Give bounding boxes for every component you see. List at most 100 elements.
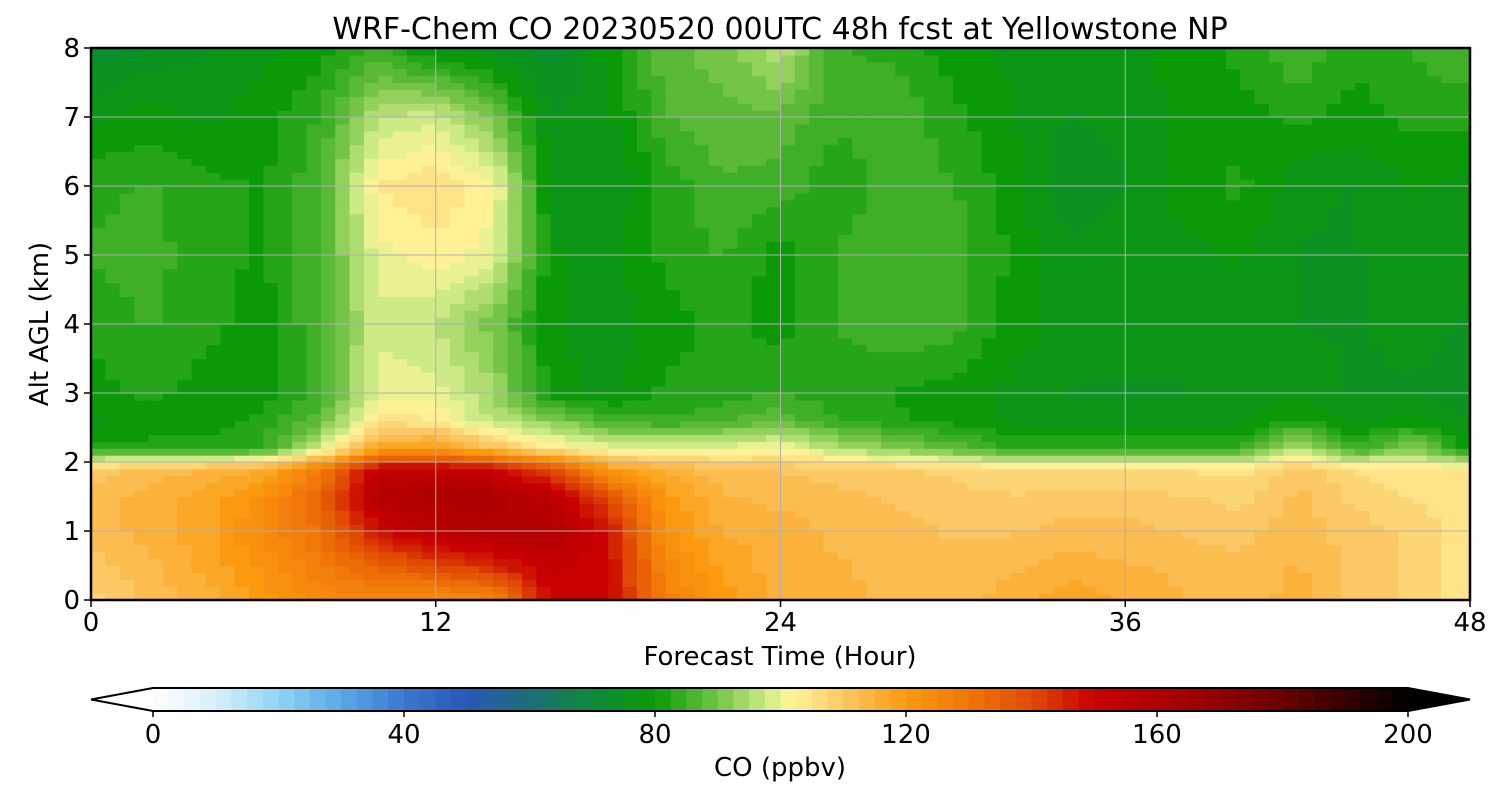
heatmap-cell <box>1340 358 1356 366</box>
heatmap-cell <box>91 593 106 600</box>
heatmap-cell <box>1024 586 1040 594</box>
heatmap-cell <box>967 386 983 394</box>
heatmap-cell <box>450 351 466 360</box>
heatmap-cell <box>924 413 940 422</box>
heatmap-cell <box>421 255 437 263</box>
heatmap-cell <box>335 503 351 511</box>
heatmap-cell <box>1168 248 1184 256</box>
heatmap-cell <box>407 241 422 249</box>
heatmap-cell <box>1110 241 1126 249</box>
heatmap-cell <box>205 317 221 325</box>
heatmap-cell <box>335 330 351 339</box>
heatmap-cell <box>924 579 940 587</box>
heatmap-cell <box>737 386 753 394</box>
heatmap-cell <box>205 310 221 318</box>
heatmap-cell <box>1168 372 1184 380</box>
heatmap-cell <box>579 337 595 346</box>
heatmap-cell <box>421 475 437 484</box>
heatmap-cell <box>995 517 1011 525</box>
heatmap-cell <box>622 344 638 353</box>
heatmap-cell <box>1082 344 1098 353</box>
heatmap-cell <box>363 496 379 504</box>
heatmap-cell <box>1197 268 1213 277</box>
heatmap-cell <box>679 482 695 491</box>
heatmap-cell <box>1024 503 1040 511</box>
heatmap-cell <box>1168 255 1184 263</box>
heatmap-cell <box>823 268 839 277</box>
heatmap-cell <box>1082 475 1098 484</box>
heatmap-cell <box>1125 586 1141 594</box>
heatmap-cell <box>938 317 954 325</box>
heatmap-cell <box>579 365 595 373</box>
heatmap-cell <box>938 489 954 498</box>
heatmap-cell <box>91 413 106 422</box>
heatmap-cell <box>306 427 322 435</box>
heatmap-cell <box>1067 268 1083 277</box>
heatmap-cell <box>1254 386 1270 394</box>
heatmap-cell <box>378 441 394 449</box>
heatmap-cell <box>1311 524 1327 532</box>
heatmap-cell <box>1211 296 1227 304</box>
heatmap-cell <box>378 386 394 394</box>
heatmap-cell <box>407 324 422 332</box>
heatmap-cell <box>1283 544 1299 553</box>
heatmap-cell <box>493 351 509 360</box>
heatmap-cell <box>1053 289 1069 297</box>
heatmap-cell <box>766 248 782 256</box>
heatmap-cell <box>335 551 351 560</box>
heatmap-cell <box>938 330 954 339</box>
heatmap-cell <box>1441 593 1457 600</box>
heatmap-cell <box>464 503 480 511</box>
heatmap-cell <box>823 248 839 256</box>
heatmap-cell <box>1398 572 1414 580</box>
heatmap-cell <box>1082 289 1098 297</box>
heatmap-cell <box>565 282 580 291</box>
heatmap-cell <box>1225 496 1241 504</box>
heatmap-cell <box>378 241 394 249</box>
heatmap-cell <box>809 524 825 532</box>
heatmap-cell <box>866 317 882 325</box>
heatmap-cell <box>924 386 940 394</box>
heatmap-cell <box>723 544 738 553</box>
heatmap-cell <box>751 261 767 270</box>
heatmap-cell <box>1139 303 1155 311</box>
heatmap-cell <box>493 510 509 518</box>
heatmap-cell <box>1082 489 1098 498</box>
heatmap-cell <box>1311 558 1327 567</box>
heatmap-cell <box>277 475 293 484</box>
heatmap-cell <box>205 517 221 525</box>
heatmap-cell <box>1024 324 1040 332</box>
heatmap-cell <box>679 524 695 532</box>
heatmap-cell <box>1225 455 1241 463</box>
heatmap-cell <box>335 241 351 249</box>
heatmap-cell <box>1153 358 1169 366</box>
heatmap-cell <box>249 330 264 339</box>
heatmap-cell <box>1197 275 1213 284</box>
heatmap-cell <box>1355 579 1371 587</box>
heatmap-cell <box>1441 441 1457 449</box>
heatmap-cell <box>981 517 997 525</box>
heatmap-cell <box>636 261 652 270</box>
heatmap-cell <box>852 531 868 539</box>
heatmap-cell <box>895 517 911 525</box>
heatmap-cell <box>148 344 164 353</box>
heatmap-cell <box>1067 324 1083 332</box>
heatmap-cell <box>1010 462 1026 470</box>
heatmap-cell <box>1369 351 1385 360</box>
heatmap-cell <box>91 337 106 346</box>
heatmap-cell <box>809 448 825 456</box>
heatmap-cell <box>191 261 207 270</box>
heatmap-cell <box>493 434 509 442</box>
heatmap-cell <box>478 482 494 491</box>
heatmap-cell <box>737 317 753 325</box>
heatmap-cell <box>536 393 552 401</box>
heatmap-cell <box>636 330 652 339</box>
heatmap-cell <box>1168 365 1184 373</box>
heatmap-cell <box>292 572 308 580</box>
heatmap-cell <box>292 593 308 600</box>
heatmap-cell <box>636 593 652 600</box>
heatmap-cell <box>1197 489 1213 498</box>
heatmap-cell <box>608 255 624 263</box>
heatmap-cell <box>392 296 408 304</box>
heatmap-cell <box>91 517 106 525</box>
